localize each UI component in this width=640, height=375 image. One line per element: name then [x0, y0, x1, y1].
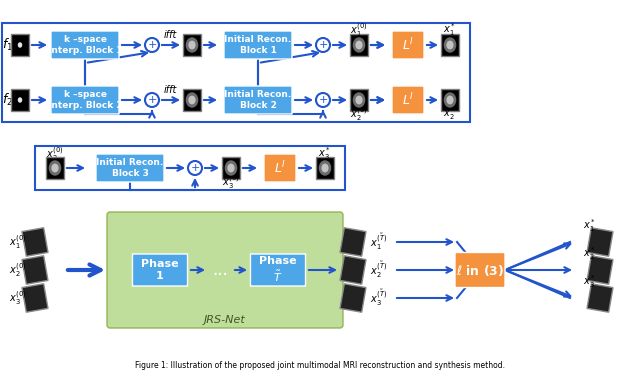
- FancyBboxPatch shape: [441, 89, 459, 111]
- FancyBboxPatch shape: [222, 157, 240, 179]
- FancyBboxPatch shape: [224, 86, 292, 114]
- Text: $x_2^*$: $x_2^*$: [444, 106, 456, 122]
- Ellipse shape: [227, 164, 235, 172]
- FancyBboxPatch shape: [587, 284, 613, 312]
- FancyBboxPatch shape: [11, 34, 29, 56]
- Text: $x_2^{(0)}$: $x_2^{(0)}$: [350, 105, 368, 123]
- Text: $x_1^{(0)}$: $x_1^{(0)}$: [350, 21, 368, 39]
- Text: Initial Recon.
Block 3: Initial Recon. Block 3: [97, 158, 164, 178]
- Text: $x_1^{(\tilde{T})}$: $x_1^{(\tilde{T})}$: [370, 232, 387, 252]
- Text: $x_2^{(\tilde{T})}$: $x_2^{(\tilde{T})}$: [370, 260, 387, 280]
- Text: $\ell$ in (3): $\ell$ in (3): [456, 262, 504, 278]
- Ellipse shape: [186, 37, 198, 53]
- FancyBboxPatch shape: [350, 34, 368, 56]
- Text: ...: ...: [212, 261, 228, 279]
- FancyBboxPatch shape: [96, 154, 164, 182]
- Text: $f_1$: $f_1$: [3, 37, 13, 53]
- Text: Initial Recon.
Block 1: Initial Recon. Block 1: [225, 35, 292, 55]
- Ellipse shape: [447, 40, 454, 50]
- Text: $x_2^*$: $x_2^*$: [584, 246, 596, 262]
- Text: $f_2$: $f_2$: [3, 92, 13, 108]
- FancyBboxPatch shape: [350, 89, 368, 111]
- FancyBboxPatch shape: [22, 284, 48, 312]
- FancyBboxPatch shape: [264, 154, 296, 182]
- FancyBboxPatch shape: [316, 157, 334, 179]
- FancyBboxPatch shape: [11, 89, 29, 111]
- FancyBboxPatch shape: [392, 31, 424, 59]
- FancyBboxPatch shape: [250, 254, 305, 286]
- Text: $x_3^{(\tilde{T})}$: $x_3^{(\tilde{T})}$: [370, 288, 387, 308]
- Text: $x_3^{(0)}$: $x_3^{(0)}$: [9, 289, 27, 307]
- Text: $x_1^{(0)}$: $x_1^{(0)}$: [9, 233, 27, 251]
- Ellipse shape: [319, 160, 332, 176]
- FancyBboxPatch shape: [183, 34, 201, 56]
- Text: +: +: [147, 40, 157, 50]
- Text: $x_1^*$: $x_1^*$: [444, 22, 456, 38]
- Ellipse shape: [225, 160, 237, 176]
- Ellipse shape: [49, 160, 61, 176]
- Text: $x_3^{(0)}$: $x_3^{(0)}$: [222, 173, 240, 191]
- Ellipse shape: [321, 164, 328, 172]
- Text: $L^I$: $L^I$: [402, 92, 414, 108]
- Ellipse shape: [18, 42, 22, 48]
- Ellipse shape: [188, 40, 196, 50]
- Text: ifft: ifft: [163, 30, 177, 40]
- Text: $x_2^{(0)}$: $x_2^{(0)}$: [46, 145, 64, 163]
- Text: Initial Recon.
Block 2: Initial Recon. Block 2: [225, 90, 292, 110]
- FancyBboxPatch shape: [224, 31, 292, 59]
- Text: $L^I$: $L^I$: [274, 160, 286, 176]
- FancyBboxPatch shape: [22, 256, 48, 284]
- FancyBboxPatch shape: [340, 228, 366, 256]
- Text: k –space
Interp. Block 2: k –space Interp. Block 2: [48, 90, 122, 110]
- Ellipse shape: [447, 96, 454, 104]
- Ellipse shape: [353, 37, 365, 53]
- FancyBboxPatch shape: [183, 89, 201, 111]
- Ellipse shape: [444, 37, 456, 53]
- FancyBboxPatch shape: [46, 157, 64, 179]
- Text: +: +: [190, 163, 200, 173]
- Text: Phase
1: Phase 1: [141, 259, 179, 281]
- FancyBboxPatch shape: [51, 86, 119, 114]
- FancyBboxPatch shape: [132, 254, 188, 286]
- FancyBboxPatch shape: [587, 256, 613, 284]
- Text: k –space
Interp. Block 1: k –space Interp. Block 1: [48, 35, 122, 55]
- Ellipse shape: [18, 97, 22, 103]
- Ellipse shape: [444, 92, 456, 108]
- Text: +: +: [147, 95, 157, 105]
- Text: $x_3^*$: $x_3^*$: [584, 274, 596, 290]
- FancyBboxPatch shape: [587, 228, 613, 256]
- FancyBboxPatch shape: [441, 34, 459, 56]
- Text: Phase
$\tilde{T}$: Phase $\tilde{T}$: [259, 256, 297, 284]
- Text: $L^I$: $L^I$: [402, 37, 414, 53]
- FancyBboxPatch shape: [51, 31, 119, 59]
- Ellipse shape: [355, 96, 363, 104]
- FancyBboxPatch shape: [455, 252, 505, 288]
- Text: +: +: [318, 40, 328, 50]
- Ellipse shape: [188, 96, 196, 104]
- Ellipse shape: [353, 92, 365, 108]
- Text: +: +: [318, 95, 328, 105]
- FancyBboxPatch shape: [107, 212, 343, 328]
- Text: $x_1^*$: $x_1^*$: [584, 217, 596, 234]
- Text: $x_3^*$: $x_3^*$: [319, 146, 332, 162]
- FancyBboxPatch shape: [340, 256, 366, 284]
- FancyBboxPatch shape: [22, 228, 48, 256]
- FancyBboxPatch shape: [340, 284, 366, 312]
- Text: Figure 1: Illustration of the proposed joint multimodal MRI reconstruction and s: Figure 1: Illustration of the proposed j…: [135, 360, 505, 369]
- Text: ifft: ifft: [163, 85, 177, 95]
- Ellipse shape: [186, 92, 198, 108]
- FancyBboxPatch shape: [392, 86, 424, 114]
- Text: JRS-Net: JRS-Net: [204, 315, 246, 325]
- Ellipse shape: [355, 40, 363, 50]
- Text: $x_2^{(0)}$: $x_2^{(0)}$: [9, 261, 27, 279]
- Ellipse shape: [51, 164, 59, 172]
